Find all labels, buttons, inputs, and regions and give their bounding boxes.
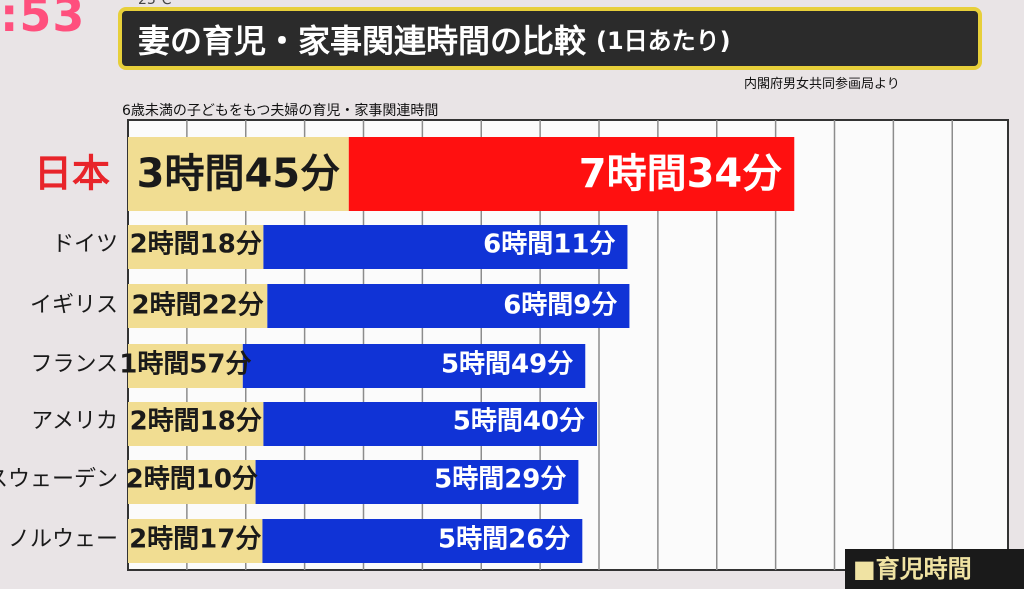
chart-title-sub: (1日あたり) <box>596 27 731 55</box>
bar-series2 <box>267 284 630 328</box>
source-note: 内閣府男女共同参画局より <box>744 77 900 92</box>
category-label: ノルウェー <box>8 527 118 552</box>
data-label-series2: 6時間9分 <box>503 291 617 321</box>
category-label: 日本 <box>34 152 110 196</box>
data-label-series1: 2時間10分 <box>126 465 258 495</box>
bar-series2 <box>255 460 579 504</box>
data-label-series2: 5時間29分 <box>434 465 566 495</box>
title-banner: 妻の育児・家事関連時間の比較 (1日あたり) <box>118 7 982 70</box>
data-label-series2: 6時間11分 <box>483 230 615 260</box>
bar-series1 <box>128 137 349 211</box>
data-label-series1: 1時間57分 <box>119 350 251 380</box>
category-label: ドイツ <box>52 232 118 257</box>
clock-display: :53 <box>0 0 86 42</box>
category-label: フランス <box>30 352 118 377</box>
category-label: アメリカ <box>31 409 118 434</box>
data-label-series1: 2時間18分 <box>130 407 262 437</box>
chart-title: 妻の育児・家事関連時間の比較 <box>138 21 587 60</box>
category-label: イギリス <box>30 293 118 318</box>
bar-series1 <box>128 460 256 504</box>
bar-series1 <box>128 225 264 269</box>
bar-series1 <box>128 284 268 328</box>
bar-series2 <box>242 344 586 388</box>
bar-series1 <box>128 344 243 388</box>
data-label-series2: 5時間26分 <box>438 525 570 555</box>
bar-series2 <box>263 402 598 446</box>
temperature-display: 23℃ <box>138 0 172 8</box>
bar-series2 <box>263 225 628 269</box>
bar-series1 <box>128 402 264 446</box>
bar-series1 <box>128 519 263 563</box>
data-label-series1: 2時間17分 <box>129 525 261 555</box>
data-label-series2: 5時間49分 <box>441 350 573 380</box>
data-label-series1: 2時間22分 <box>132 291 264 321</box>
data-label-series2: 5時間40分 <box>453 407 585 437</box>
bar-series2 <box>262 519 583 563</box>
category-label: スウェーデン <box>0 467 118 492</box>
data-label-series1: 2時間18分 <box>130 230 262 260</box>
chart-subtitle: 6歳未満の子どもをもつ夫婦の育児・家事関連時間 <box>122 103 439 119</box>
data-label-series1: 3時間45分 <box>137 151 341 197</box>
bar-series2 <box>348 137 795 211</box>
data-label-series2: 7時間34分 <box>579 151 783 197</box>
legend-fragment: ■育児時間 <box>845 549 1024 589</box>
